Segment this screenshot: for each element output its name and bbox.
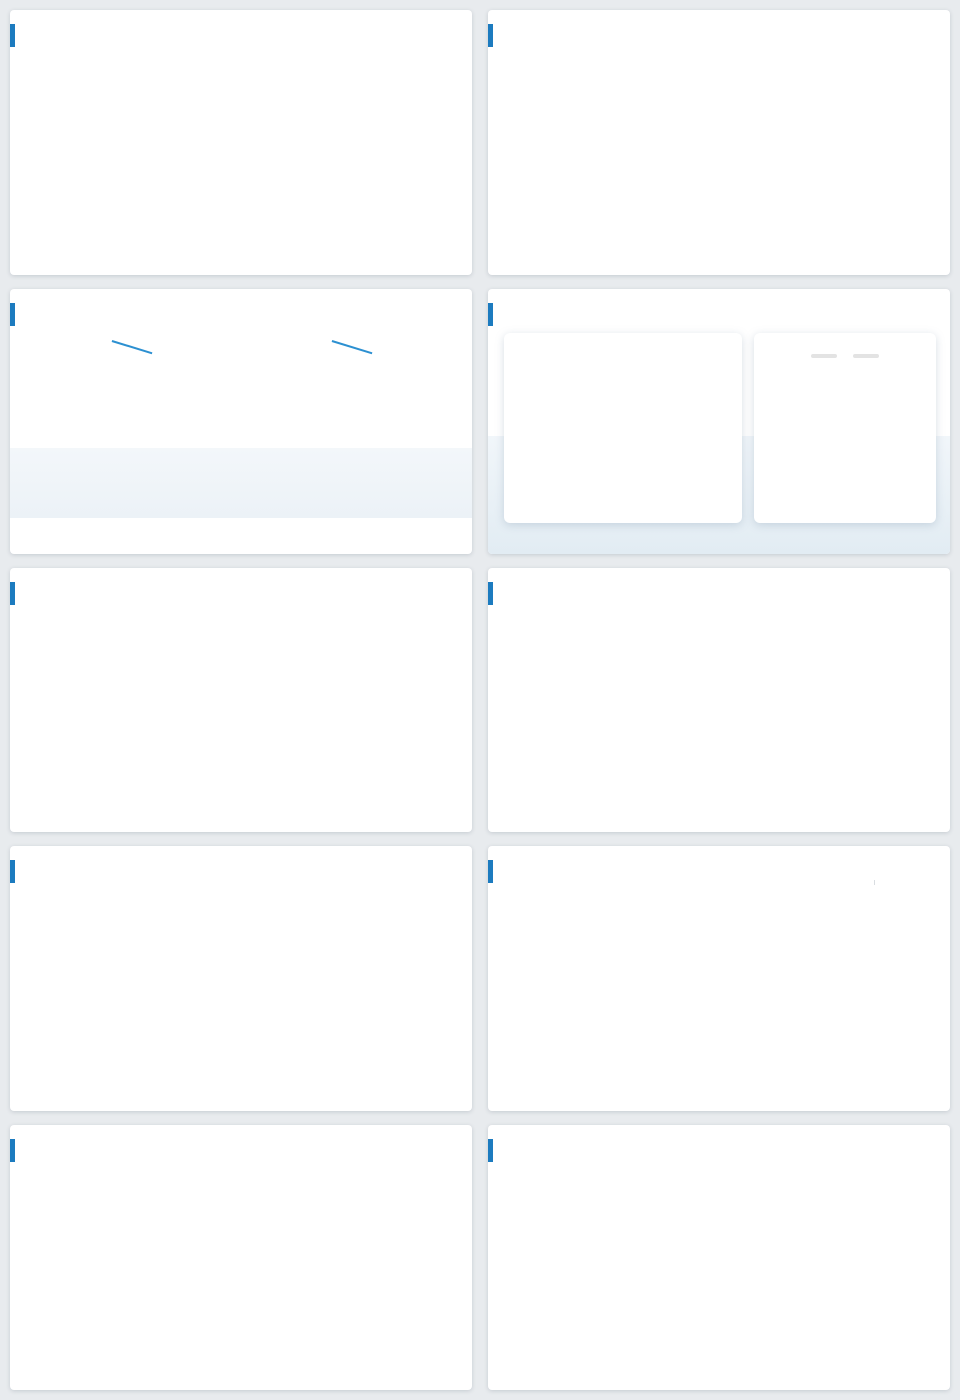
slide-48[interactable] bbox=[10, 846, 472, 1112]
slide-body bbox=[10, 1125, 472, 1390]
title-accent-bar bbox=[488, 581, 493, 605]
pie-area bbox=[242, 315, 462, 465]
slide-44[interactable] bbox=[10, 288, 472, 554]
slide-body bbox=[10, 289, 472, 554]
slide-body bbox=[488, 846, 950, 1111]
donut-card bbox=[754, 332, 936, 523]
slide-42[interactable] bbox=[10, 10, 472, 275]
donut-pair bbox=[764, 353, 926, 379]
slide-50[interactable] bbox=[10, 1125, 472, 1390]
stat-secondary bbox=[874, 880, 950, 886]
slide-51[interactable] bbox=[488, 1125, 950, 1390]
slide-49[interactable] bbox=[488, 846, 950, 1112]
slide-body bbox=[488, 1125, 950, 1390]
slide-43[interactable] bbox=[488, 10, 950, 275]
slide-body bbox=[488, 568, 950, 833]
title-badge bbox=[811, 353, 837, 358]
slide-body bbox=[10, 10, 472, 275]
title-accent-bar bbox=[488, 302, 493, 326]
pie-block-2 bbox=[242, 315, 462, 554]
donut-group-1 bbox=[811, 353, 837, 379]
slide-body bbox=[488, 10, 950, 275]
slide-body bbox=[10, 568, 472, 833]
stat-primary bbox=[748, 880, 860, 885]
slide-46[interactable] bbox=[10, 567, 472, 833]
title-accent-bar bbox=[488, 860, 493, 884]
slide-body bbox=[488, 289, 950, 554]
slide-45[interactable] bbox=[488, 288, 950, 554]
pie-block-1 bbox=[22, 315, 242, 554]
title-accent-bar bbox=[10, 860, 15, 884]
text-column bbox=[784, 1173, 936, 1203]
callout-line bbox=[111, 339, 153, 354]
stat-pair bbox=[748, 880, 950, 886]
text-column bbox=[306, 626, 458, 648]
title-accent-bar bbox=[10, 302, 15, 326]
title-accent-bar bbox=[10, 24, 15, 47]
title-accent-bar bbox=[488, 24, 493, 47]
bar-chart-card bbox=[504, 332, 742, 523]
callout-line bbox=[331, 339, 373, 354]
title-accent-bar bbox=[488, 1139, 493, 1163]
background-band bbox=[10, 447, 472, 518]
pie-area bbox=[22, 315, 242, 465]
title-accent-bar bbox=[10, 581, 15, 605]
slide-body bbox=[10, 846, 472, 1111]
title-accent-bar bbox=[10, 1139, 15, 1163]
title-badge bbox=[853, 353, 879, 358]
slide-47[interactable] bbox=[488, 567, 950, 833]
donut-group-2 bbox=[853, 353, 879, 379]
